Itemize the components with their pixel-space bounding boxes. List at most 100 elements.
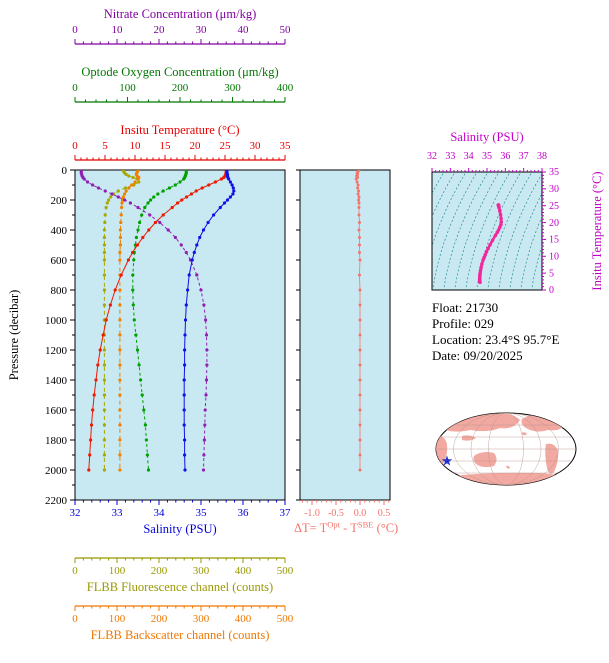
series-marker-fluorescence [103, 220, 107, 225]
series-marker-salinity [206, 220, 210, 225]
series-marker-backscatter [118, 288, 122, 292]
series-marker-salinity [183, 348, 187, 352]
delta-t-label-sup1: Opt [327, 520, 340, 530]
series-marker-temperature [213, 180, 217, 184]
fluorescence-tick-label: 100 [109, 565, 126, 577]
pressure-tick-label: 600 [51, 255, 68, 267]
series-marker-temperature [170, 205, 174, 210]
salinity-tick-label: 32 [70, 507, 81, 519]
delta-t-tick-label: 0.0 [354, 508, 367, 519]
density-contour [432, 172, 456, 218]
series-marker-nitrate [202, 438, 206, 442]
temperature-tick-label: 30 [250, 140, 262, 152]
series-marker-temperature [161, 213, 165, 217]
ts-marker [483, 253, 488, 257]
series-marker-temperature [126, 258, 130, 262]
density-contour [465, 172, 511, 290]
series-marker-temperature [108, 303, 112, 307]
series-marker-temperature [91, 408, 95, 412]
series-marker-oxygen [156, 192, 160, 196]
series-marker-oxygen [145, 453, 149, 457]
series-marker-oxygen [143, 423, 147, 427]
nitrate-tick-label: 10 [112, 24, 124, 36]
series-marker-fluorescence [102, 348, 106, 352]
series-marker-backscatter [136, 177, 140, 181]
oxygen-tick-label: 400 [277, 82, 294, 94]
delta-t-marker [357, 195, 361, 199]
delta-t-marker [357, 213, 361, 217]
series-marker-backscatter [118, 468, 122, 472]
delta-t-marker [358, 288, 362, 292]
series-marker-oxygen [161, 189, 165, 193]
series-marker-nitrate [173, 235, 177, 240]
series-marker-nitrate [204, 393, 208, 397]
backscatter-tick-label: 200 [151, 613, 168, 625]
axis-title-fluorescence: FLBB Fluorescence channel (counts) [87, 580, 273, 594]
delta-t-marker [357, 189, 361, 193]
backscatter-tick-label: 500 [277, 613, 294, 625]
temperature-tick-label: 15 [160, 140, 172, 152]
axis-title-oxygen: Optode Oxygen Concentration (μm/kg) [81, 65, 278, 79]
delta-t-tick-label: 0.5 [378, 508, 391, 519]
delta-t-marker [358, 333, 362, 337]
series-marker-salinity [228, 180, 232, 184]
series-marker-fluorescence [127, 174, 131, 178]
delta-t-marker [358, 258, 362, 262]
nitrate-tick-label: 40 [238, 24, 250, 36]
series-marker-temperature [135, 243, 139, 247]
ts-marker [490, 238, 495, 243]
density-contour [487, 172, 533, 290]
series-marker-nitrate [110, 192, 114, 196]
density-contour [432, 172, 445, 195]
series-marker-salinity [231, 186, 235, 190]
series-marker-nitrate [204, 378, 209, 382]
series-marker-fluorescence [107, 198, 111, 202]
series-marker-oxygen [167, 186, 172, 190]
salinity-tick-label: 35 [196, 507, 208, 519]
series-marker-oxygen [142, 408, 146, 412]
fluorescence-tick-label: 200 [151, 565, 168, 577]
series-marker-salinity [183, 438, 187, 442]
delta-t-marker [358, 423, 362, 427]
series-marker-oxygen [135, 348, 140, 352]
delta-t-marker [358, 453, 362, 457]
series-marker-backscatter [123, 192, 127, 196]
ts-yaxis-title: Insitu Temperature (°C) [590, 171, 604, 290]
series-marker-temperature [147, 228, 151, 232]
series-marker-nitrate [199, 288, 203, 292]
series-marker-backscatter [120, 201, 124, 205]
series-marker-temperature [222, 175, 226, 180]
series-marker-temperature [189, 192, 193, 196]
delta-t-label-prefix: ΔT= T [294, 521, 328, 535]
delta-t-marker [357, 198, 361, 202]
series-marker-salinity [201, 228, 206, 232]
series-marker-oxygen [140, 213, 144, 217]
density-contour [520, 215, 542, 290]
series-marker-nitrate [205, 348, 209, 352]
series-marker-nitrate [195, 273, 199, 277]
series-marker-nitrate [184, 250, 188, 255]
ts-marker [479, 265, 483, 270]
delta-t-marker [356, 192, 360, 196]
series-marker-salinity [232, 189, 236, 193]
series-marker-oxygen [182, 177, 186, 181]
temperature-tick-label: 25 [220, 140, 232, 152]
series-marker-nitrate [103, 189, 107, 193]
ts-salinity-tick-label: 34 [464, 151, 474, 162]
series-marker-oxygen [143, 205, 147, 210]
series-marker-temperature [219, 177, 223, 181]
series-marker-nitrate [203, 408, 207, 412]
series-marker-salinity [183, 318, 188, 322]
series-marker-oxygen [131, 303, 135, 307]
series-marker-salinity [198, 235, 202, 240]
series-marker-salinity [218, 205, 222, 210]
series-marker-salinity [182, 378, 186, 382]
series-marker-backscatter [118, 348, 122, 352]
series-marker-oxygen [132, 318, 136, 322]
axis-title-temperature: Insitu Temperature (°C) [120, 123, 239, 137]
delta-t-label-mid: - T [340, 521, 358, 535]
series-marker-fluorescence [102, 250, 106, 255]
main-plot-area [74, 169, 286, 501]
series-marker-backscatter [118, 438, 122, 442]
